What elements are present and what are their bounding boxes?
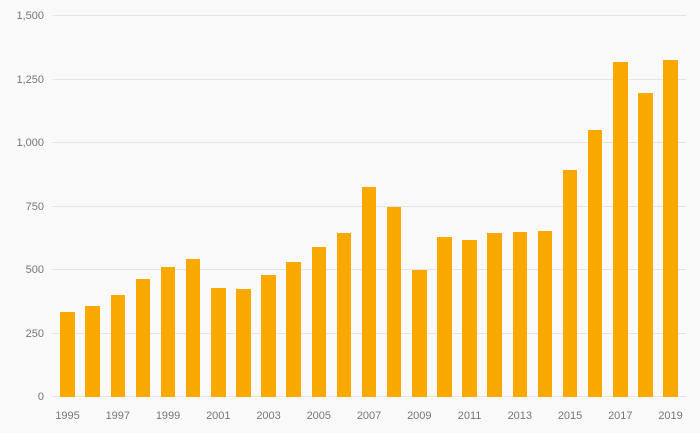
bar-slot	[181, 16, 206, 397]
x-axis-tick-label: 2001	[206, 410, 231, 422]
bar-slot	[357, 16, 382, 397]
x-axis-tick-label	[382, 401, 407, 433]
bar-2001	[211, 287, 226, 397]
bar-slot	[532, 16, 557, 397]
bar-slot	[206, 16, 231, 397]
bar-slot	[281, 16, 306, 397]
bar-2017	[613, 61, 628, 397]
plot-area	[52, 15, 686, 397]
y-axis: 0 250 500 750 1,000 1,250 1,500	[0, 10, 44, 403]
bar-2009	[412, 270, 427, 397]
bar-2014	[537, 230, 553, 397]
bar-2003	[261, 275, 276, 397]
y-axis-tick-label: 0	[37, 391, 44, 403]
x-axis-tick-label: 1999	[155, 410, 181, 422]
bar-slot	[482, 16, 507, 397]
bar-slot	[633, 16, 658, 397]
x-axis-tick-label: 2005	[306, 410, 332, 422]
y-axis-tick-label: 500	[25, 264, 44, 277]
x-axis-tick-label: 2009	[407, 410, 432, 422]
x-axis-tick-label	[181, 401, 206, 433]
bar-2007	[361, 187, 377, 397]
bar-2013	[512, 231, 528, 397]
x-axis-tick-label: 2003	[256, 410, 281, 422]
bar-2011	[462, 239, 477, 397]
y-axis-tick-label: 1,000	[16, 137, 44, 150]
bar-slot	[256, 16, 281, 397]
x-axis-tick-label	[231, 401, 256, 433]
x-axis-tick-label	[482, 401, 507, 433]
bars-container	[52, 16, 686, 397]
x-axis-tick-label	[532, 401, 557, 433]
gridline	[52, 15, 686, 16]
bar-2006	[336, 233, 352, 397]
bar-slot	[457, 16, 482, 397]
y-axis-tick-label: 1,250	[16, 73, 44, 86]
bar-slot	[507, 16, 532, 397]
x-axis-tick-label	[432, 401, 457, 433]
bar-slot	[658, 16, 683, 397]
bar-slot	[331, 16, 356, 397]
bar-slot	[156, 16, 181, 397]
bar-2016	[587, 130, 603, 397]
bar-2018	[638, 93, 653, 397]
gridline	[52, 78, 686, 80]
bar-1995	[60, 311, 75, 397]
bar-slot	[105, 16, 130, 397]
x-axis-tick-label	[331, 401, 356, 433]
bar-slot	[608, 16, 633, 397]
bar-slot	[130, 16, 155, 397]
y-axis-tick-label: 1,500	[16, 10, 44, 22]
bar-slot	[231, 16, 256, 397]
bar-slot	[407, 16, 432, 397]
bar-2012	[487, 233, 502, 397]
x-axis-tick-label: 2013	[507, 410, 533, 422]
x-axis-tick-label	[633, 401, 658, 433]
bar-2000	[185, 258, 201, 397]
bar-2015	[562, 169, 578, 397]
bar-2008	[386, 206, 402, 397]
bar-1998	[135, 278, 151, 397]
x-axis-tick-label	[80, 401, 105, 433]
x-axis-tick-label	[130, 401, 155, 433]
y-axis-tick-label: 250	[25, 327, 44, 340]
x-axis-tick-label: 1997	[105, 410, 131, 422]
x-axis-tick-label: 1995	[55, 410, 80, 422]
x-axis-tick-label	[281, 401, 306, 433]
bar-slot	[558, 16, 583, 397]
y-axis-tick-label: 750	[25, 200, 44, 213]
bar-2010	[437, 236, 452, 397]
bar-slot	[55, 16, 80, 397]
x-axis-tick-label: 2019	[658, 410, 683, 422]
bar-2002	[236, 289, 251, 397]
bar-slot	[80, 16, 105, 397]
bar-1996	[85, 305, 100, 397]
x-axis-tick-label	[583, 401, 608, 433]
bar-2005	[311, 247, 327, 397]
bar-slot	[583, 16, 608, 397]
bar-slot	[382, 16, 407, 397]
x-axis-tick-label: 2015	[557, 410, 583, 422]
bar-slot	[306, 16, 331, 397]
bar-1999	[160, 267, 176, 397]
bar-1997	[110, 295, 126, 397]
x-axis: 1995 1997 1999 2001 2003 2005 2007 2009 2011 2013…	[52, 401, 686, 433]
x-axis-tick-label: 2007	[356, 410, 382, 422]
bar-2019	[663, 60, 678, 397]
x-axis-tick-label: 2017	[608, 410, 633, 422]
bar-2004	[286, 262, 301, 397]
x-axis-tick-label: 2011	[457, 410, 482, 422]
bar-slot	[432, 16, 457, 397]
gridline	[52, 142, 686, 143]
